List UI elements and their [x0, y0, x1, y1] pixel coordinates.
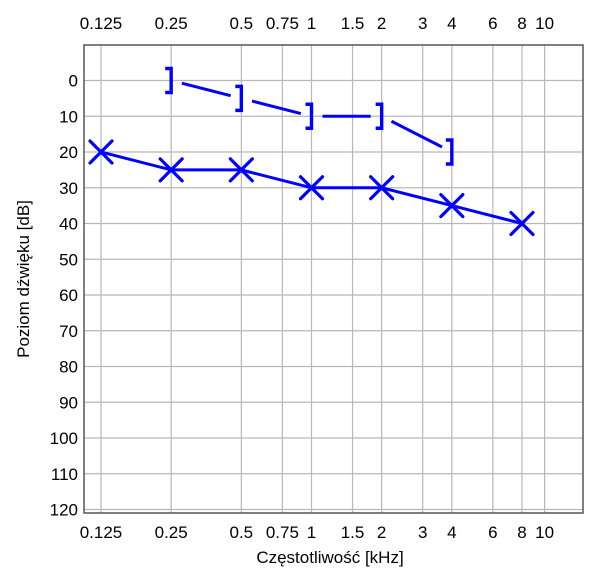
y-tick-label-2: 20 [59, 143, 78, 162]
series-0-point-3 [298, 175, 325, 201]
y-tick-label-9: 90 [59, 393, 78, 412]
x-tick-label-top-2: 0.5 [230, 14, 254, 33]
y-tick-label-1: 10 [59, 107, 78, 126]
x-tick-label-top-0: 0.125 [80, 14, 123, 33]
x-tick-label-bottom-4: 1 [307, 523, 316, 542]
y-tick-label-6: 60 [59, 286, 78, 305]
x-tick-label-bottom-1: 0.25 [155, 523, 188, 542]
y-tick-label-7: 70 [59, 322, 78, 341]
x-tick-label-top-4: 1 [307, 14, 316, 33]
series-1-point-4 [445, 138, 454, 166]
series-1-point-1 [235, 84, 244, 113]
x-ticks-bottom: 0.125 0.25 0.5 0.75 1 1.5 2 3 4 6 8 10 [80, 523, 554, 542]
x-tick-label-bottom-6: 2 [377, 523, 386, 542]
x-tick-label-top-5: 1.5 [341, 14, 365, 33]
x-tick-label-bottom-2: 0.5 [230, 523, 254, 542]
series-0-point-4 [369, 175, 395, 201]
x-tick-label-top-11: 10 [535, 14, 554, 33]
series-1-point-0 [165, 66, 173, 95]
x-tick-label-bottom-5: 1.5 [341, 523, 365, 542]
x-tick-label-top-7: 3 [418, 14, 427, 33]
y-tick-label-3: 30 [59, 179, 78, 198]
y-tick-label-10: 100 [50, 429, 78, 448]
x-tick-label-bottom-10: 8 [517, 523, 526, 542]
series-1-segment-1 [251, 99, 302, 115]
x-tick-label-top-1: 0.25 [155, 14, 188, 33]
y-ticks: 0 10 20 30 40 50 60 70 80 90 100 110 120 [50, 72, 78, 520]
x-tick-label-top-6: 2 [377, 14, 386, 33]
series-layer [88, 66, 535, 237]
series-1-point-3 [375, 102, 384, 130]
series-0-point-6 [509, 210, 535, 237]
x-tick-label-bottom-7: 3 [418, 523, 427, 542]
plot-border [83, 44, 584, 514]
plot-area [84, 45, 583, 513]
x-tick-label-top-8: 4 [447, 14, 456, 33]
series-1-point-2 [305, 102, 314, 130]
x-tick-label-top-9: 6 [488, 14, 497, 33]
series-1-segment-3 [390, 119, 443, 149]
grid [84, 45, 583, 513]
x-tick-label-bottom-8: 4 [447, 523, 456, 542]
series-0-point-2 [228, 157, 254, 183]
series-0 [88, 139, 535, 237]
series-0-point-1 [158, 157, 184, 183]
x-axis-title: Częstotliwość [kHz] [256, 548, 403, 567]
y-tick-label-0: 0 [69, 72, 78, 91]
x-tick-label-bottom-0: 0.125 [80, 523, 123, 542]
y-tick-label-5: 50 [59, 250, 78, 269]
series-1-segment-0 [181, 81, 232, 98]
series-0-point-5 [439, 193, 465, 219]
y-tick-label-8: 80 [59, 358, 78, 377]
y-tick-label-12: 120 [50, 501, 78, 520]
x-tick-label-top-3: 0.75 [266, 14, 299, 33]
x-tick-label-bottom-11: 10 [535, 523, 554, 542]
x-tick-label-top-10: 8 [517, 14, 526, 33]
x-tick-label-bottom-3: 0.75 [266, 523, 299, 542]
series-1 [165, 66, 454, 166]
y-tick-label-4: 40 [59, 215, 78, 234]
y-axis-title: Poziom dźwięku [dB] [14, 200, 33, 358]
x-ticks-top: 0.125 0.25 0.5 0.75 1 1.5 2 3 4 6 8 10 [80, 14, 554, 33]
x-tick-label-bottom-9: 6 [488, 523, 497, 542]
y-tick-label-11: 110 [51, 465, 78, 484]
series-0-point-0 [88, 139, 114, 165]
